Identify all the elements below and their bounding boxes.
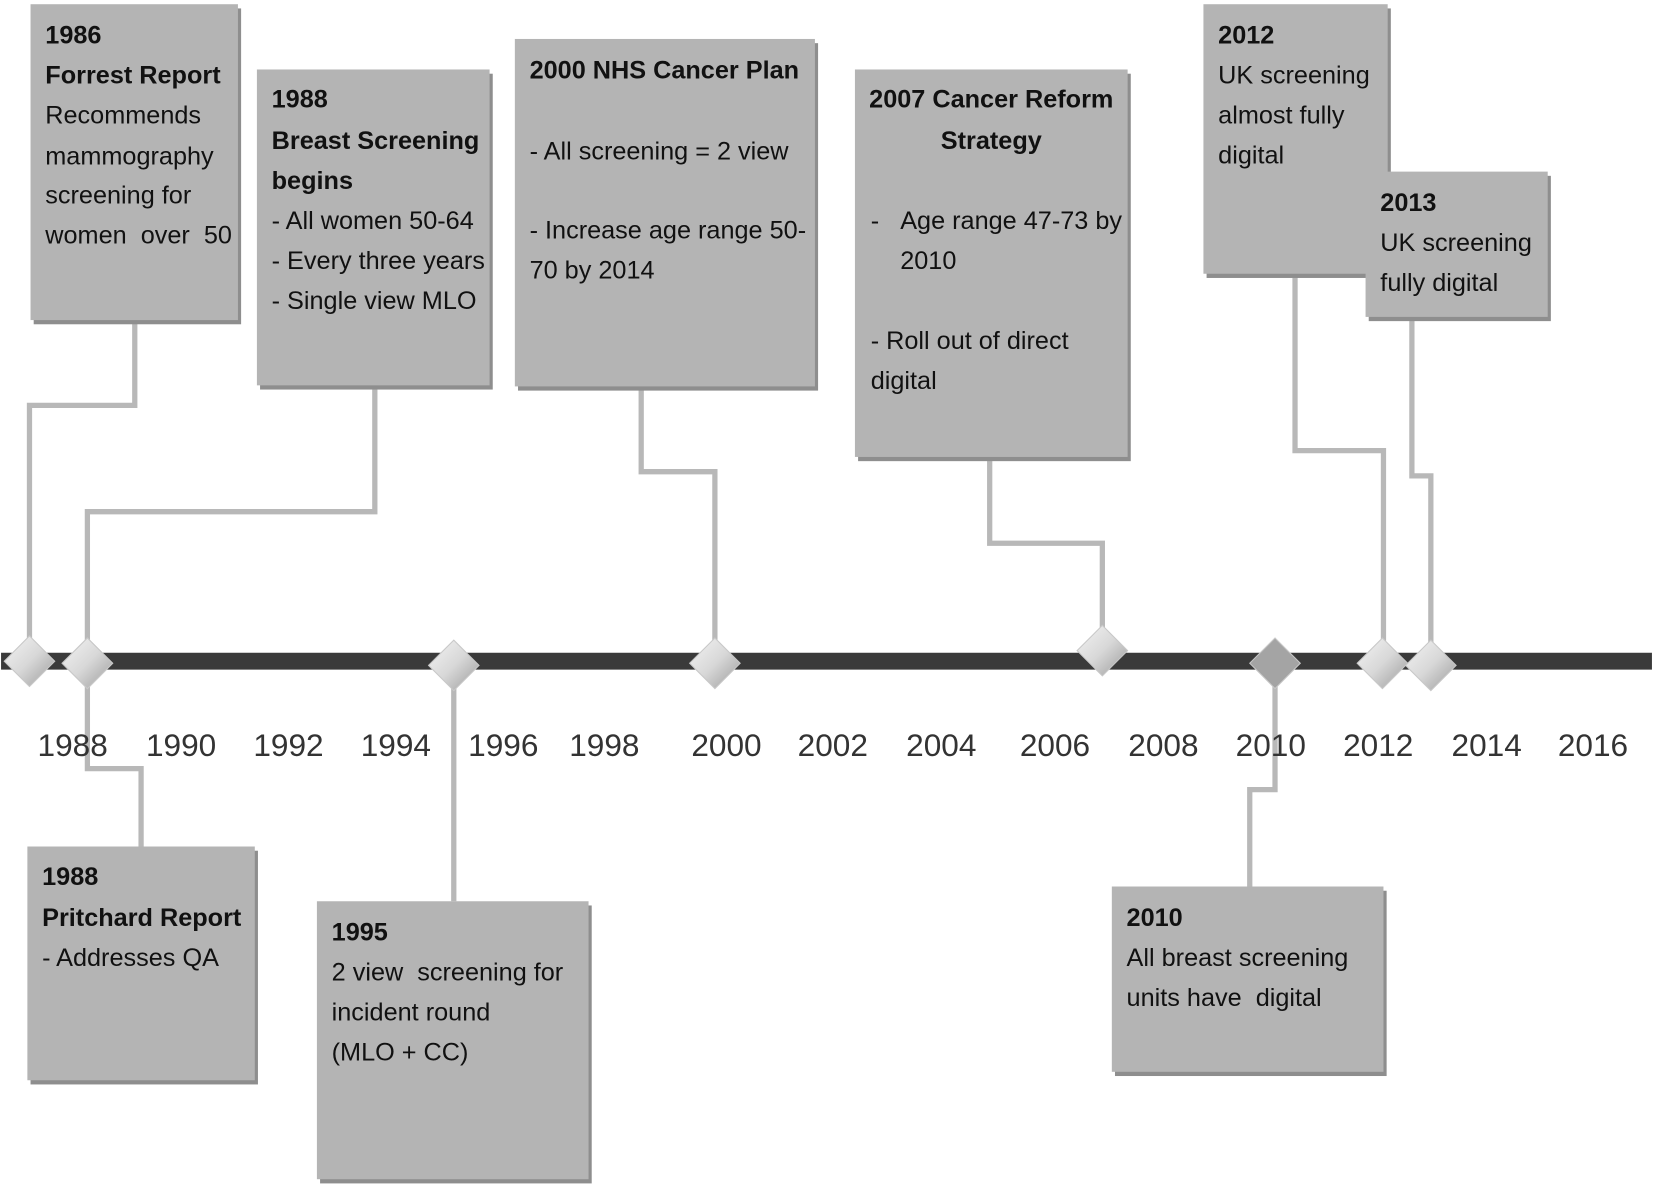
event-text: UK screening [1218, 62, 1370, 90]
year-label: 2004 [906, 727, 976, 763]
event-text: Age range 47-73 by [900, 207, 1122, 235]
event-title: 1988 [272, 86, 328, 114]
event-box [316, 901, 589, 1180]
event-marker [61, 637, 114, 690]
event-marker [1076, 624, 1129, 677]
event-box [30, 4, 238, 321]
event-text: (MLO + CC) [332, 1039, 469, 1067]
event-text: 70 by 2014 [530, 256, 655, 284]
event-text: 2010 [900, 247, 956, 275]
event-marker [1249, 637, 1302, 690]
connector [987, 456, 1105, 632]
event-marker [1404, 639, 1457, 692]
event-box [854, 69, 1128, 457]
event-title: 1988 [42, 863, 98, 891]
year-label: 1996 [468, 727, 538, 763]
year-label: 1994 [361, 727, 431, 763]
connector [1292, 273, 1387, 645]
event-title: 2000 NHS Cancer Plan [530, 56, 799, 84]
event-box [1111, 886, 1384, 1072]
year-label: 2012 [1343, 727, 1413, 763]
event-text: mammography [45, 143, 214, 171]
connector [84, 684, 144, 847]
year-label: 1998 [569, 727, 639, 763]
event-title: 2012 [1218, 22, 1274, 50]
event-text: Recommends [45, 102, 201, 130]
event-title: 2010 [1127, 904, 1183, 932]
event-text: All breast screening [1127, 944, 1349, 972]
event-text: units have digital [1127, 984, 1322, 1012]
event-box [256, 69, 490, 386]
event-title: Breast Screening [272, 127, 480, 155]
year-label: 2000 [691, 727, 761, 763]
year-label: 1992 [253, 727, 323, 763]
event-text: almost fully [1218, 102, 1345, 130]
year-label: 1988 [38, 727, 108, 763]
event-text: digital [1218, 142, 1284, 170]
event-text: - Addresses QA [42, 944, 219, 972]
event-text: - Single view MLO [272, 287, 477, 315]
event-text: UK screening [1380, 229, 1532, 257]
year-label: 2010 [1236, 727, 1306, 763]
event-marker [427, 639, 480, 692]
event-text: digital [871, 367, 937, 395]
event-text: - Every three years [272, 247, 485, 275]
event-text: - All women 50-64 [272, 207, 474, 235]
event-text: - Increase age range 50- [530, 216, 807, 244]
connector [1409, 316, 1434, 645]
event-marker [1356, 637, 1409, 690]
event-box [1203, 4, 1388, 274]
year-label: 2016 [1558, 727, 1628, 763]
event-box [27, 846, 255, 1081]
event-title: Forrest Report [45, 62, 221, 90]
connector [26, 320, 138, 643]
event-title: 2013 [1380, 189, 1436, 217]
event-marker [3, 635, 56, 688]
event-box [514, 38, 815, 387]
event-title: 2007 Cancer Reform [869, 86, 1113, 114]
event-box [1365, 171, 1548, 317]
event-text: - [871, 207, 879, 235]
event-text: - All screening = 2 view [530, 137, 790, 165]
event-text: fully digital [1380, 269, 1498, 297]
connector [1247, 684, 1278, 887]
event-title: Pritchard Report [42, 904, 242, 932]
event-title: 1986 [45, 22, 101, 50]
year-label: 2006 [1020, 727, 1090, 763]
year-label: 2002 [798, 727, 868, 763]
event-text: women over 50 [44, 222, 232, 250]
event-title: begins [272, 167, 353, 195]
event-title: Strategy [941, 127, 1042, 155]
year-label: 1990 [146, 727, 216, 763]
event-text: incident round [332, 999, 491, 1027]
year-label: 2008 [1128, 727, 1198, 763]
connector [638, 386, 718, 643]
connector [84, 385, 378, 645]
event-text: screening for [45, 182, 191, 210]
event-marker [688, 637, 741, 690]
year-label: 2014 [1452, 727, 1522, 763]
event-title: 1995 [332, 919, 388, 947]
event-text: 2 view screening for [332, 959, 564, 987]
event-text: - Roll out of direct [871, 327, 1069, 355]
